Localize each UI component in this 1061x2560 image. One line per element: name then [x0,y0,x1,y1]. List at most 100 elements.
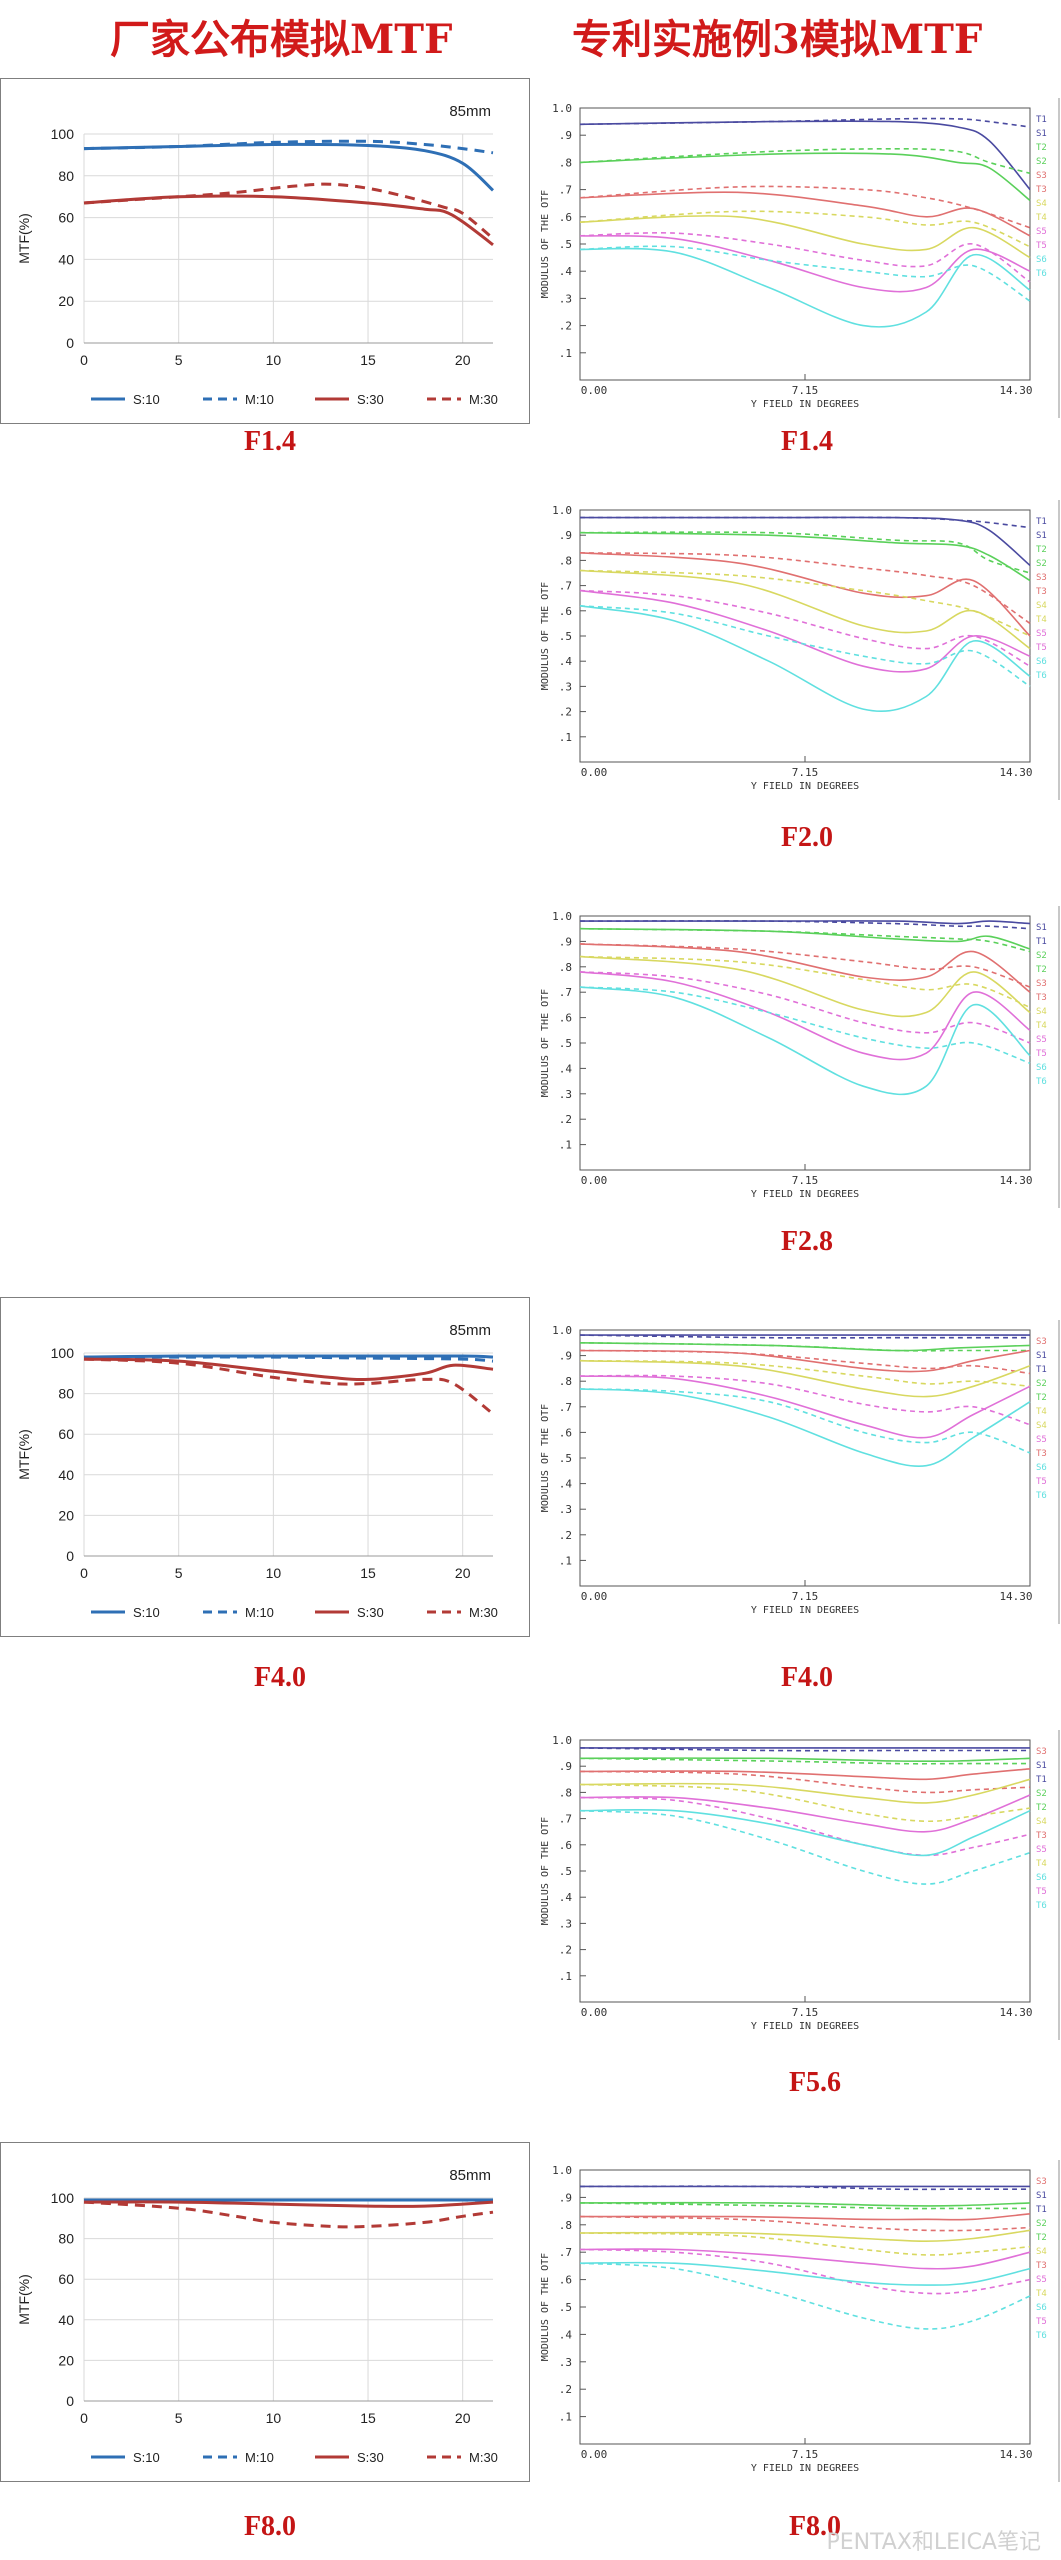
otf-svg: .1 .2 .3 .4 .5 .6 .7 .8 .9 1.0 0.00 7.15 14.30 Y FIEL… [540,910,1047,1200]
series-line-s2 [579,152,1031,202]
series-line-s4 [579,215,1031,259]
y-tick-label: .6 [559,2274,572,2287]
legend-label-s5: S5 [1036,629,1047,639]
legend-label-s5: S5 [1036,1845,1047,1855]
y-tick-label: 100 [51,126,75,142]
legend-label-t5: T5 [1036,1049,1047,1059]
x-tick-label: 20 [455,352,471,368]
caption-f80-right: F8.0 [788,2511,842,2542]
legend-label-s1: S1 [1036,1351,1047,1361]
series-line-t5 [579,232,1031,283]
otf-svg: .1 .2 .3 .4 .5 .6 .7 .8 .9 1.0 0.00 7.15 14.30 Y FIEL… [540,2164,1047,2474]
x-tick-label: 0.00 [581,2006,608,2019]
legend-label-s2: S2 [1036,2219,1047,2229]
series-line-t1 [579,920,1031,930]
series-line-s6 [579,1808,1031,1857]
y-tick-label: .4 [559,265,573,278]
series-line-s4 [579,1359,1031,1398]
legend-label-t5: T5 [1036,2317,1047,2327]
y-tick-label: .4 [559,655,573,668]
caption-f40-left: F4.0 [253,1662,307,1693]
legend-label-s5: S5 [1036,227,1047,237]
legend-label-s2: S2 [1036,157,1047,167]
series-line-s3 [579,943,1031,993]
series-line-s2 [579,1757,1031,1763]
legend-label-s6: S6 [1036,1463,1047,1473]
series-line-t5 [579,1796,1031,1857]
legend-label: S:30 [357,1605,384,1620]
caption-f56-right: F5.6 [788,2067,842,2098]
y-tick-label: .7 [559,184,572,197]
series-line-s5 [579,589,1031,673]
caption-f80-left: F8.0 [243,2511,297,2542]
x-tick-label: 0 [80,2410,88,2426]
series-line-t3 [579,185,1031,229]
x-tick-label: 5 [175,1565,183,1581]
y-tick-label: .3 [559,1503,572,1516]
y-tick-label: .9 [559,129,572,142]
x-tick-label: 15 [360,352,376,368]
focal-length-annotation: 85mm [449,103,491,120]
series-line-s3 [579,2213,1031,2221]
x-tick-label: 7.15 [792,384,819,397]
x-tick-label: 0.00 [581,766,608,779]
legend-label-s2: S2 [1036,559,1047,569]
caption-f20-right: F2.0 [780,822,834,853]
x-tick-label: 0 [80,1565,88,1581]
legend-label-t1: T1 [1036,115,1047,125]
y-tick-label: 1.0 [552,1324,572,1337]
legend-label: M:30 [469,392,498,407]
plot-frame [579,1329,1031,1587]
legend-label: M:10 [245,392,274,407]
y-tick-label: 40 [58,1467,74,1483]
series-line-t6 [579,245,1031,302]
y-tick-label: .3 [559,1917,572,1930]
y-tick-label: .3 [559,680,572,693]
legend-label-t2: T2 [1036,545,1047,555]
series-line-t2 [579,147,1031,175]
y-tick-label: 0 [66,335,74,351]
series-line-m-10 [84,2198,494,2203]
legend-label-s4: S4 [1036,1421,1047,1431]
legend-label-t6: T6 [1036,1491,1047,1501]
x-axis-label: Y FIELD IN DEGREES [751,781,859,792]
legend-label-t5: T5 [1036,241,1047,251]
series-line-t3 [579,1770,1031,1794]
legend-label-t1: T1 [1036,517,1047,527]
series-line-t1 [579,2185,1030,2191]
patent-otf-chart-F14: .1 .2 .3 .4 .5 .6 .7 .8 .9 1.0 0.00 7.15 14.30 Y FIEL… [534,98,1060,418]
series-line-t5 [579,589,1031,667]
series-line-t4 [579,2232,1031,2256]
y-tick-label: 40 [58,2312,74,2328]
y-tick-label: .1 [559,1139,572,1152]
series-line-t6 [579,1809,1031,1885]
legend-label-t3: T3 [1036,1449,1047,1459]
series-line-m-30 [83,182,494,240]
legend-label-s3: S3 [1036,1337,1047,1347]
y-tick-label: .8 [559,961,572,974]
header-manufacturer-mtf: 厂家公布模拟MTF [110,16,453,63]
legend-label-s6: S6 [1036,657,1047,667]
x-tick-label: 0.00 [581,1174,608,1187]
series-line-s4 [579,1778,1031,1804]
y-tick-label: .1 [559,1554,572,1567]
y-tick-label: .1 [559,2411,572,2424]
series-line-m-10 [83,139,494,155]
y-tick-label: 100 [51,2190,75,2206]
legend-label-s1: S1 [1036,1761,1047,1771]
legend-label-s4: S4 [1036,1817,1047,1827]
y-tick-label: .4 [559,2328,573,2341]
caption-f14-right: F1.4 [780,426,834,457]
y-tick-label: .9 [559,1350,572,1363]
x-axis-label: Y FIELD IN DEGREES [751,1189,859,1200]
otf-svg: .1 .2 .3 .4 .5 .6 .7 .8 .9 1.0 0.00 7.15 14.30 Y FIEL… [540,102,1047,410]
y-tick-label: .5 [559,2301,572,2314]
series-line-s6 [579,605,1031,712]
legend-label-t2: T2 [1036,1393,1047,1403]
y-tick-label: .4 [559,1478,573,1491]
legend-label-s1: S1 [1036,531,1047,541]
y-tick-label: .5 [559,1037,572,1050]
legend-label-t2: T2 [1036,1803,1047,1813]
y-axis-label: MODULUS OF THE OTF [540,989,551,1097]
legend-label-s6: S6 [1036,2303,1047,2313]
